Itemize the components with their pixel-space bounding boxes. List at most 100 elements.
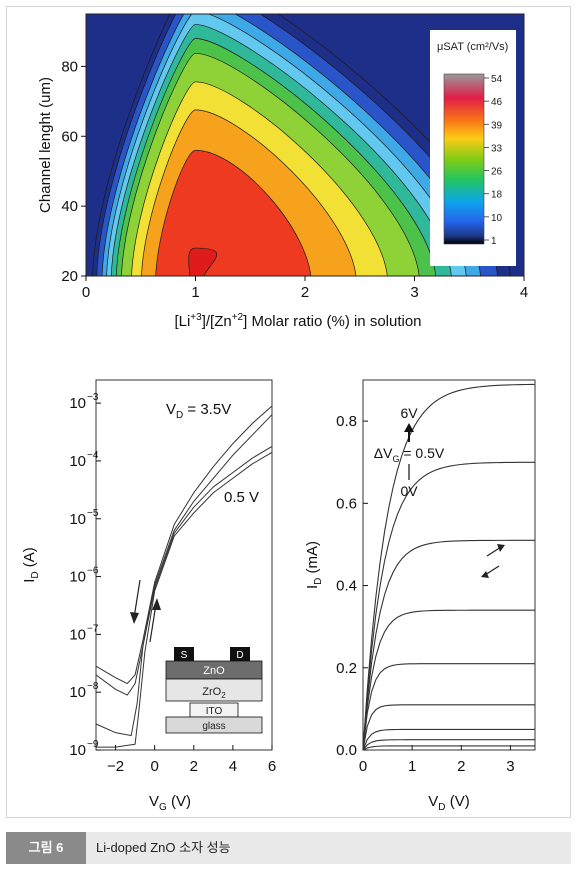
transfer-y-tick-label: 10 <box>69 742 86 759</box>
transfer-curve-chart: −2 0 2 4 610−910−810−710−610−510−410−3 VD = … <box>21 379 276 813</box>
output-y-tick-label: 0.0 <box>336 742 357 759</box>
colorbar-tick-label: 10 <box>491 213 503 224</box>
contour-axes: 0 1 2 3 4 20 40 60 80 <box>61 58 528 301</box>
transfer-x-axis-label: VG (V) <box>149 793 191 813</box>
device-structure-inset: S D ZnO ZrO2 ITO glass <box>160 643 266 737</box>
colorbar-tick-label: 1 <box>491 236 497 247</box>
output-series-line-5 <box>362 704 535 751</box>
caption-bar <box>6 832 571 864</box>
output-series-line-0 <box>362 383 536 751</box>
ito-label: ITO <box>206 706 223 717</box>
contour-x-tick-label: 3 <box>410 284 418 301</box>
transfer-y-tick-label: 10 <box>69 626 86 643</box>
output-y-tick-label: 0.2 <box>336 660 357 677</box>
output-y-axis-label: ID (mA) <box>304 541 324 589</box>
figure-frame <box>6 6 571 818</box>
transfer-y-tick-exponent: −4 <box>87 450 99 461</box>
transfer-y-tick-exponent: −9 <box>87 739 99 750</box>
source-electrode <box>174 647 194 661</box>
drain-electrode <box>230 647 250 661</box>
transfer-axes: −2 0 2 4 610−910−810−710−610−510−410−3 <box>69 392 276 775</box>
output-x-axis-label: VD (V) <box>428 793 469 813</box>
output-series-line-2 <box>362 539 536 751</box>
transfer-series-line-0 <box>95 405 273 685</box>
output-curves <box>362 383 536 751</box>
transfer-y-tick-exponent: −8 <box>87 681 99 692</box>
zro2-layer <box>165 678 263 702</box>
colorbar-tick-label: 33 <box>491 143 503 154</box>
contour-x-axis-label: [Li+3]/[Zn+2] Molar ratio (%) in solutio… <box>174 312 421 330</box>
contour-x-tick-label: 2 <box>301 284 309 301</box>
contour-x-tick-label: 0 <box>82 284 90 301</box>
output-series-line-1 <box>362 461 536 751</box>
transfer-x-tick-label: 2 <box>190 758 198 775</box>
transfer-low-annotation: 0.5 V <box>224 489 259 506</box>
colorbar-tick-label: 18 <box>491 190 503 201</box>
colorbar-tick-label: 26 <box>491 167 503 178</box>
contour-fill-group <box>92 14 511 276</box>
transfer-y-tick-exponent: −7 <box>87 623 99 634</box>
hysteresis-arrow-up <box>149 598 161 643</box>
contour-level-10 <box>188 247 218 276</box>
drain-label: D <box>236 650 243 661</box>
transfer-y-tick-label: 10 <box>69 453 86 470</box>
contour-y-tick-label: 20 <box>61 268 78 285</box>
output-y-tick-label: 0.6 <box>336 495 357 512</box>
transfer-series-line-3 <box>96 451 273 748</box>
transfer-series-line-1 <box>95 446 273 696</box>
contour-x-tick-label: 4 <box>520 284 528 301</box>
transfer-y-tick-label: 10 <box>69 511 86 528</box>
transfer-y-tick-exponent: −6 <box>87 566 99 577</box>
contour-y-tick-label: 80 <box>61 58 78 75</box>
output-plot-frame <box>362 379 536 751</box>
contour-chart: μSAT (cm²/Vs) 54 46 39 33 26 18 10 1 0 1 2 3 4 20 40 6… <box>37 13 528 330</box>
transfer-curves <box>95 405 273 748</box>
output-curve-chart: 0 1 2 3 0.0 0.2 0.4 0.6 0.8 6V ΔVG = 0.5V 0V VD … <box>304 379 536 813</box>
source-label: S <box>181 650 188 661</box>
colorbar-tick-label: 46 <box>491 97 503 108</box>
output-series-line-7 <box>362 739 535 751</box>
output-mid-annotation: ΔVG = 0.5V <box>374 445 445 464</box>
output-top-annotation: 6V <box>400 405 418 421</box>
transfer-y-tick-exponent: −3 <box>87 392 99 403</box>
output-hysteresis-arrow-back <box>481 565 500 578</box>
colorbar-tick-label: 39 <box>491 120 503 131</box>
transfer-y-tick-label: 10 <box>69 569 86 586</box>
transfer-y-tick-exponent: −5 <box>87 508 99 519</box>
output-series-line-3 <box>362 609 536 751</box>
transfer-x-tick-label: −2 <box>107 758 124 775</box>
output-x-tick-label: 3 <box>506 758 514 775</box>
transfer-x-tick-label: 4 <box>229 758 237 775</box>
transfer-x-tick-label: 0 <box>150 758 158 775</box>
zro2-label: ZrO2 <box>202 686 226 700</box>
contour-y-tick-label: 60 <box>61 128 78 145</box>
contour-y-tick-label: 40 <box>61 198 78 215</box>
output-x-tick-label: 2 <box>457 758 465 775</box>
figure-number-tag: 그림 6 <box>6 832 86 864</box>
transfer-y-tick-label: 10 <box>69 395 86 412</box>
output-bottom-annotation: 0V <box>400 483 418 499</box>
transfer-y-axis-label: ID (A) <box>21 547 41 583</box>
glass-layer <box>165 716 263 734</box>
output-axes: 0 1 2 3 0.0 0.2 0.4 0.6 0.8 <box>336 413 514 775</box>
colorbar-title: μSAT (cm²/Vs) <box>437 41 508 53</box>
zno-label: ZnO <box>203 665 225 677</box>
hysteresis-arrow-down <box>130 579 141 624</box>
transfer-series-line-2 <box>95 414 273 737</box>
output-hysteresis-arrow-forward <box>486 544 505 557</box>
transfer-vd-annotation: VD = 3.5V <box>166 401 231 421</box>
transfer-x-tick-label: 6 <box>268 758 276 775</box>
figure-caption-text: Li-doped ZnO 소자 성능 <box>96 840 231 855</box>
output-series-line-8 <box>362 745 535 751</box>
output-x-tick-label: 1 <box>408 758 416 775</box>
contour-y-axis-label: Channel lenght (um) <box>37 77 54 213</box>
glass-label: glass <box>202 721 225 732</box>
output-y-tick-label: 0.4 <box>336 578 357 595</box>
transfer-y-tick-label: 10 <box>69 684 86 701</box>
colorbar-ticks: 54 46 39 33 26 18 10 1 <box>484 74 503 247</box>
contour-x-tick-label: 1 <box>191 284 199 301</box>
output-series-line-4 <box>362 663 535 751</box>
output-x-tick-label: 0 <box>359 758 367 775</box>
colorbar-gradient <box>443 73 485 245</box>
output-annotation-arrow-up <box>404 423 414 442</box>
